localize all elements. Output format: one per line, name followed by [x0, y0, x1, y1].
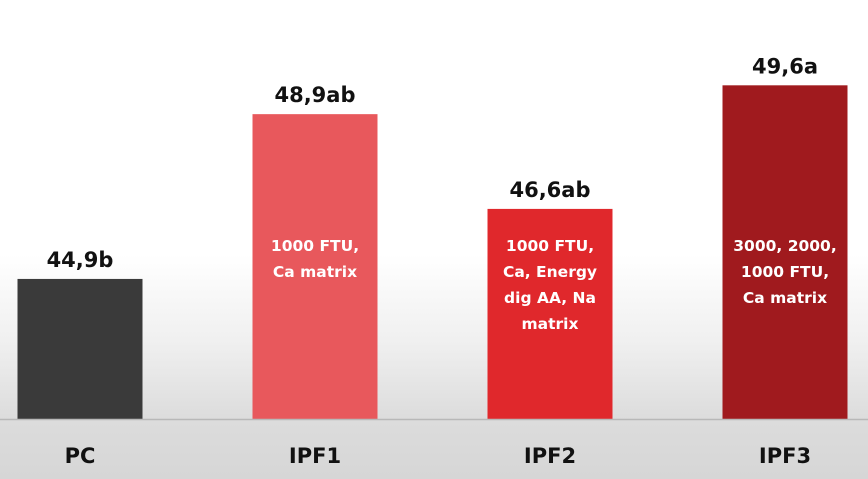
bar-notes-layer: 1000 FTU, Ca matrix 1000 FTU, Ca, Energy dig…	[271, 237, 837, 333]
category-label-pc: PC	[65, 444, 96, 468]
bar-ipf2	[487, 208, 613, 419]
category-label-ipf2: IPF2	[524, 444, 576, 468]
bar-note-ipf3-line-1: 3000, 2000,	[733, 237, 836, 255]
value-label-ipf2: 46,6ab	[509, 178, 590, 202]
category-label-ipf3: IPF3	[759, 444, 811, 468]
value-label-ipf3: 49,6a	[752, 54, 818, 78]
bar-note-ipf1-line-2: Ca matrix	[273, 263, 357, 281]
bar-note-ipf3-line-2: 1000 FTU,	[741, 263, 829, 281]
value-label-ipf1: 48,9ab	[274, 83, 355, 107]
bars-layer	[17, 85, 848, 420]
bar-pc	[17, 278, 143, 419]
value-label-pc: 44,9b	[47, 248, 114, 272]
bar-note-ipf2-line-4: matrix	[522, 315, 579, 333]
category-labels-layer: PC IPF1 IPF2 IPF3	[65, 444, 811, 468]
value-labels-layer: 44,9b 48,9ab 46,6ab 49,6a	[47, 54, 818, 272]
bar-note-ipf2-line-3: dig AA, Na	[504, 289, 596, 307]
bar-ipf1	[252, 114, 378, 420]
bar-note-ipf1-line-1: 1000 FTU,	[271, 237, 359, 255]
bar-note-ipf3-line-3: Ca matrix	[743, 289, 827, 307]
category-label-ipf1: IPF1	[289, 444, 341, 468]
bar-note-ipf2-line-1: 1000 FTU,	[506, 237, 594, 255]
bar-note-ipf2-line-2: Ca, Energy	[503, 263, 597, 281]
bar-ipf3	[722, 85, 848, 419]
